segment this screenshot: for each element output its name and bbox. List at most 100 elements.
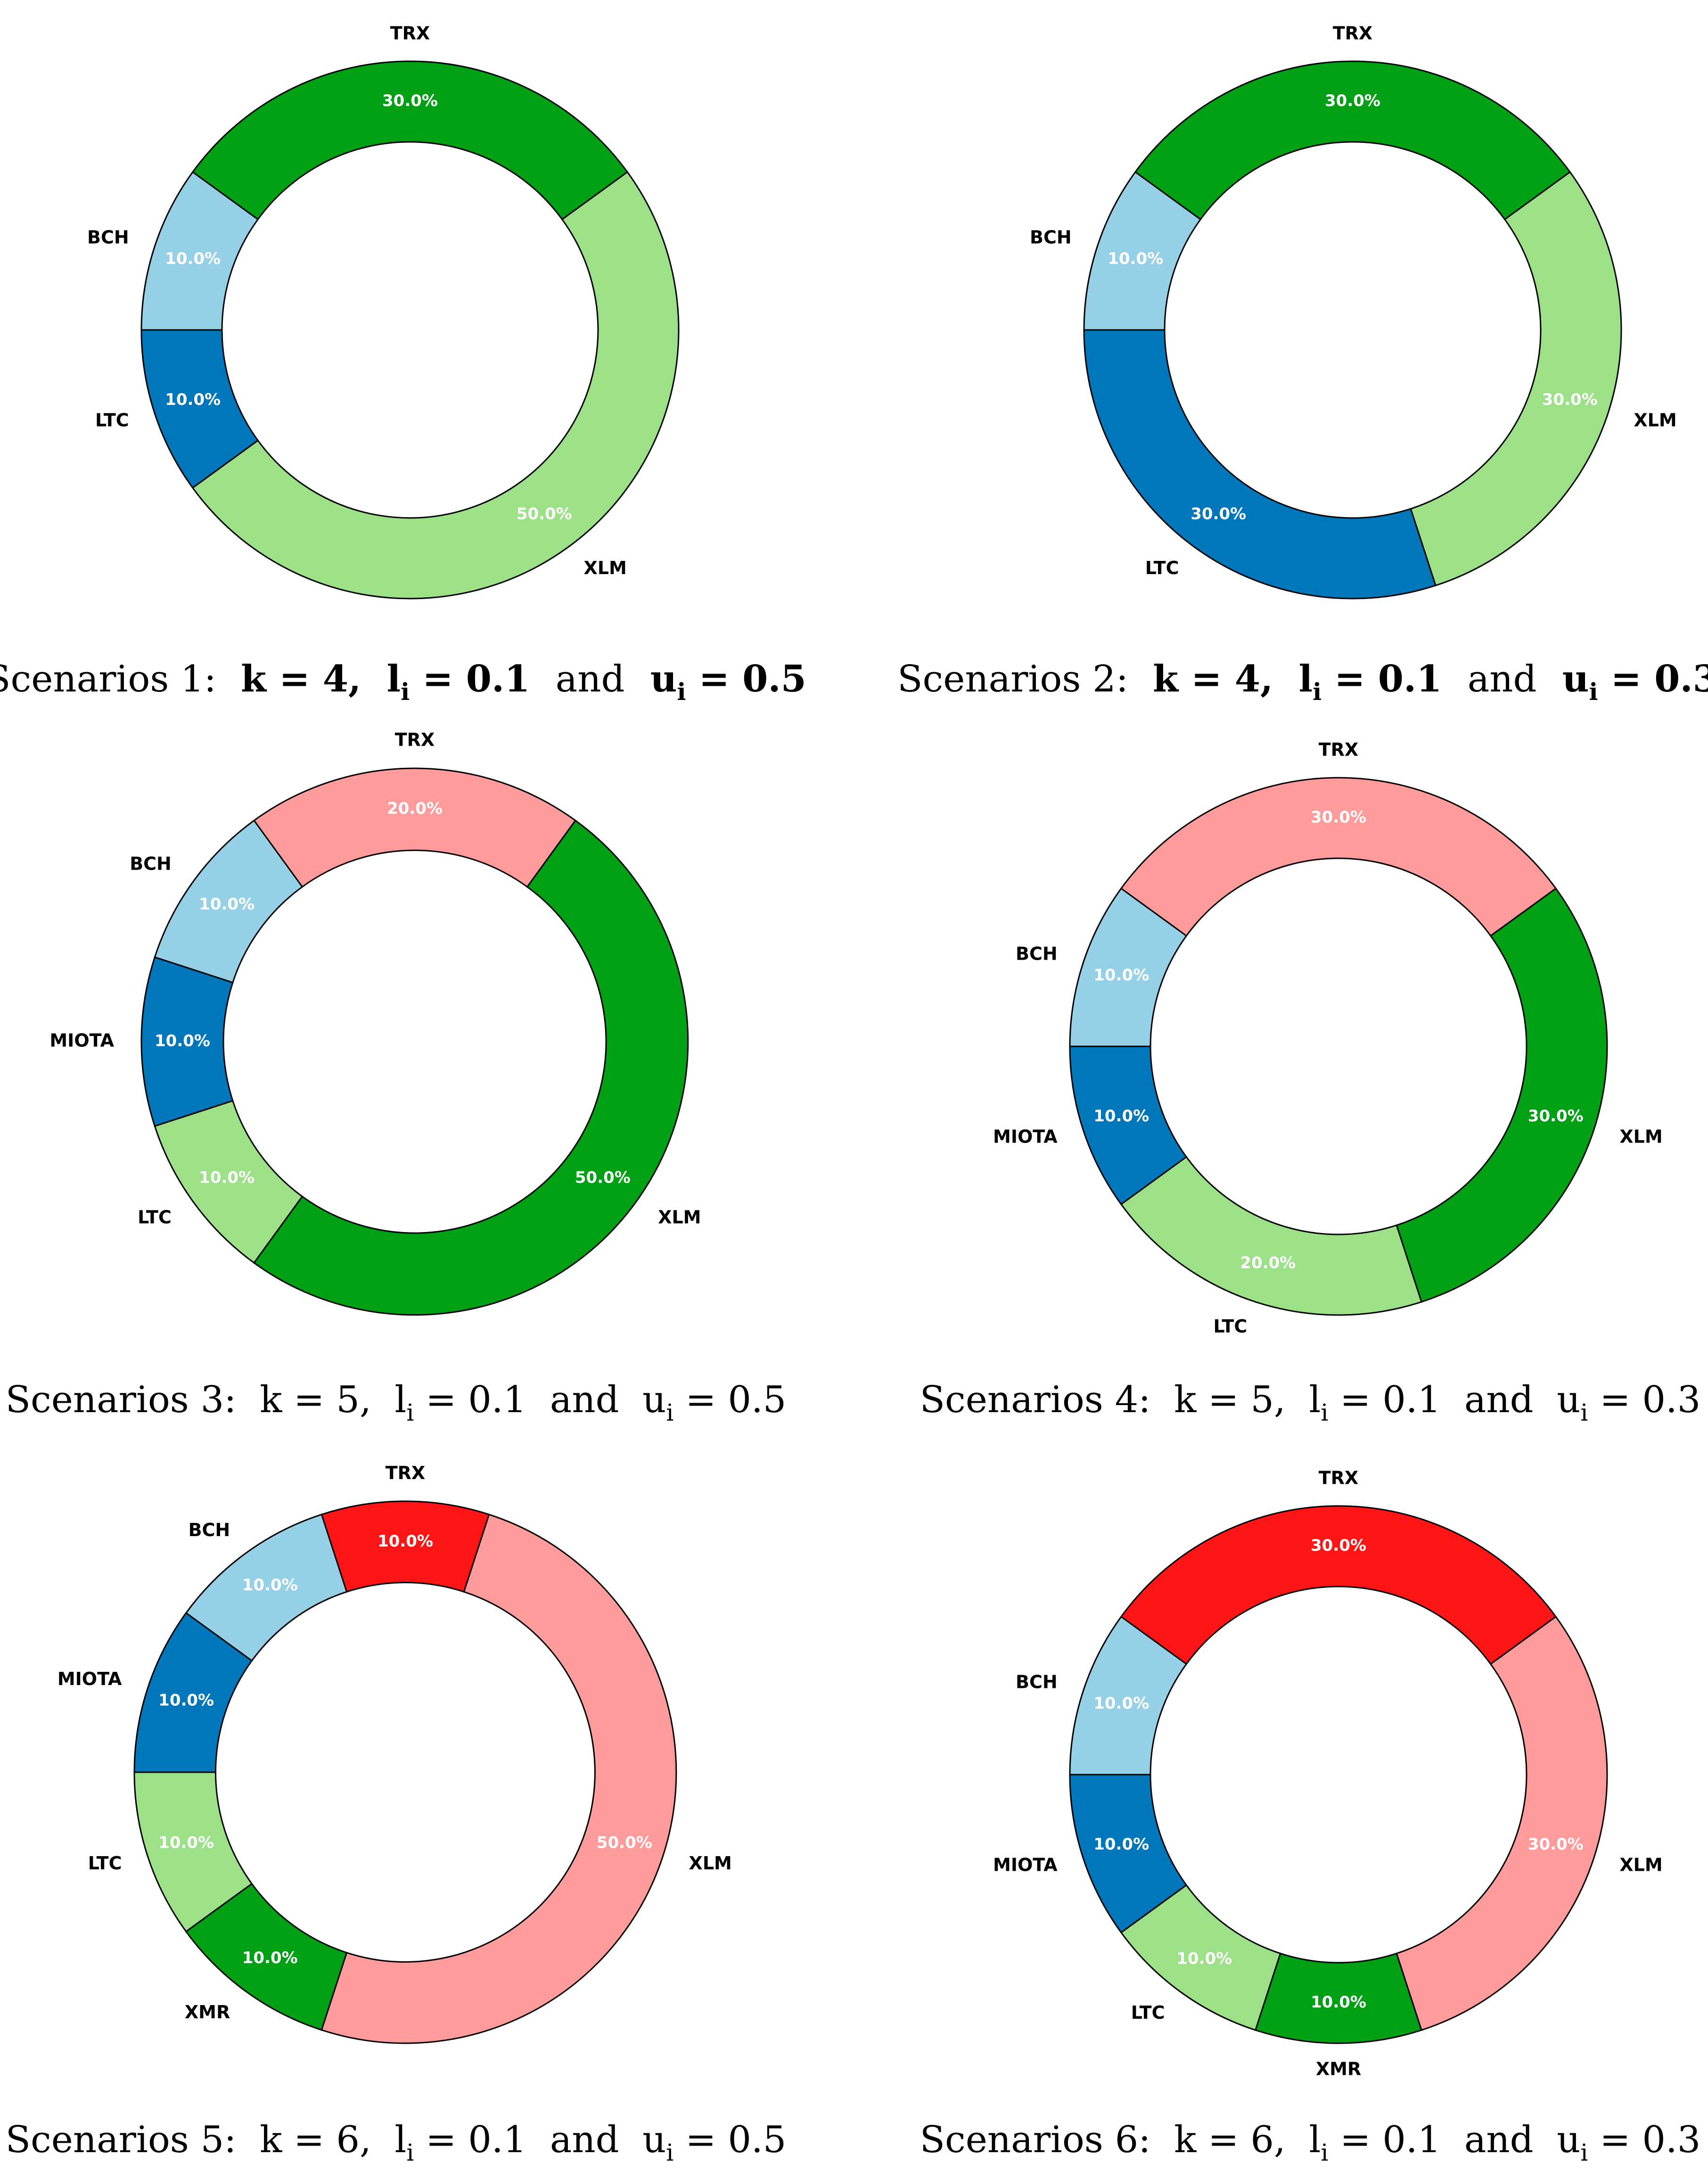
slice-percent-label: 10.0%: [378, 1532, 433, 1551]
caption-l: 0.1: [1382, 2119, 1441, 2161]
caption-math: k = 4, li = 0.1 and ui = 0.5: [228, 658, 806, 706]
slice-percent-label: 10.0%: [1093, 966, 1149, 985]
slice-percent-label: 10.0%: [158, 1834, 214, 1852]
donut-slice-xlm: [1396, 1615, 1608, 2031]
donut-slice-ltc: [1120, 1156, 1423, 1316]
caption-prefix: Scenarios 6:: [920, 2119, 1151, 2161]
slice-percent-label: 10.0%: [1093, 1107, 1149, 1126]
caption-prefix: Scenarios 4:: [920, 1379, 1151, 1421]
caption-math: k = 4, li = 0.1 and ui = 0.3: [1140, 658, 1708, 704]
caption-l: 0.1: [468, 1379, 527, 1421]
slice-percent-label: 20.0%: [387, 799, 443, 818]
slice-category-label: LTC: [1214, 1316, 1248, 1337]
caption-scenario-3: Scenarios 3: k = 5, li = 0.1 and ui = 0.…: [0, 1379, 820, 1426]
donut-slice-trx: [1120, 1505, 1557, 1665]
slice-category-label: MIOTA: [49, 1030, 114, 1051]
donut-chart-3: 20.0% TRX 10.0% BCH 10.0% MIOTA 10.0% LTC 50.0% X…: [49, 730, 701, 1316]
slice-category-label: MIOTA: [57, 1669, 122, 1689]
caption-math: k = 6, li = 0.1 and ui = 0.3: [1162, 2119, 1701, 2166]
slice-category-label: LTC: [1145, 558, 1179, 578]
caption-k: 6: [1250, 2119, 1274, 2161]
donut-slice-xlm: [1410, 171, 1622, 586]
caption-math: k = 6, li = 0.1 and ui = 0.5: [248, 2119, 787, 2166]
slice-category-label: XMR: [185, 2002, 230, 2023]
slice-percent-label: 10.0%: [1108, 249, 1163, 268]
slice-percent-label: 20.0%: [1240, 1253, 1296, 1272]
slice-percent-label: 10.0%: [165, 390, 221, 409]
donut-slice-xlm: [1396, 887, 1608, 1303]
slice-category-label: BCH: [87, 227, 129, 248]
slice-percent-label: 30.0%: [1325, 91, 1380, 110]
caption-l: 0.1: [468, 2119, 527, 2161]
donut-chart-5: 10.0% TRX 10.0% BCH 10.0% MIOTA 10.0% LTC 10.0% X…: [57, 1463, 732, 2044]
slice-percent-label: 50.0%: [517, 504, 572, 523]
slice-category-label: XLM: [1619, 1126, 1662, 1147]
caption-scenario-6: Scenarios 6: k = 6, li = 0.1 and ui = 0.…: [886, 2119, 1708, 2166]
caption-scenario-4: Scenarios 4: k = 5, li = 0.1 and ui = 0.…: [886, 1379, 1708, 1426]
slice-percent-label: 30.0%: [1311, 808, 1366, 827]
slice-category-label: XLM: [658, 1207, 701, 1228]
slice-percent-label: 10.0%: [199, 895, 255, 914]
slice-percent-label: 50.0%: [575, 1168, 631, 1187]
slice-category-label: TRX: [386, 1463, 425, 1483]
caption-scenario-2: Scenarios 2: k = 4, li = 0.1 and ui = 0.…: [884, 658, 1708, 704]
slice-category-label: TRX: [1319, 1468, 1358, 1488]
caption-prefix: Scenarios 3:: [5, 1379, 237, 1421]
donut-chart-4: 30.0% TRX 10.0% BCH 10.0% MIOTA 20.0% LTC 30.0% X…: [993, 740, 1663, 1337]
slice-percent-label: 10.0%: [1093, 1694, 1149, 1713]
caption-prefix: Scenarios 5:: [5, 2119, 237, 2161]
donut-chart-6: 30.0% TRX 10.0% BCH 10.0% MIOTA 10.0% LTC 10.0% X…: [993, 1468, 1663, 2080]
slice-category-label: MIOTA: [993, 1854, 1058, 1875]
slice-category-label: BCH: [1016, 944, 1058, 964]
slice-percent-label: 30.0%: [1528, 1107, 1584, 1126]
slice-category-label: BCH: [189, 1520, 230, 1540]
slice-category-label: TRX: [395, 730, 435, 750]
caption-u: 0.3: [1642, 2119, 1701, 2161]
slice-percent-label: 10.0%: [242, 1576, 298, 1595]
slice-percent-label: 30.0%: [1528, 1835, 1584, 1854]
slice-percent-label: 10.0%: [158, 1691, 214, 1710]
caption-l: 0.1: [1382, 1379, 1441, 1421]
donut-slice-trx: [1134, 60, 1571, 221]
slice-percent-label: 10.0%: [1093, 1835, 1149, 1854]
caption-scenario-1: Scenarios 1: k = 4, li = 0.1 and ui = 0.…: [0, 658, 820, 706]
slice-category-label: XLM: [689, 1853, 732, 1874]
donut-chart-2: 30.0% TRX 10.0% BCH 30.0% LTC 30.0% XLM: [1030, 23, 1677, 600]
caption-u: 0.3: [1642, 1379, 1701, 1421]
slice-category-label: LTC: [88, 1853, 122, 1874]
slice-category-label: MIOTA: [993, 1126, 1058, 1147]
slice-percent-label: 10.0%: [1176, 1949, 1232, 1968]
slice-category-label: XMR: [1316, 2059, 1361, 2080]
caption-math: k = 5, li = 0.1 and ui = 0.3: [1162, 1379, 1701, 1426]
caption-scenario-5: Scenarios 5: k = 6, li = 0.1 and ui = 0.…: [0, 2119, 820, 2166]
slice-category-label: TRX: [1319, 740, 1358, 760]
caption-k: 4: [322, 658, 348, 700]
slice-percent-label: 10.0%: [1311, 1993, 1366, 2012]
caption-u: 0.5: [728, 2119, 787, 2161]
donut-slice-ltc: [1083, 329, 1437, 600]
donut-slice-trx: [253, 767, 577, 888]
slice-category-label: XLM: [584, 558, 627, 578]
slice-percent-label: 10.0%: [165, 249, 221, 268]
slice-percent-label: 10.0%: [242, 1949, 298, 1967]
donut-slice-xlm: [253, 819, 689, 1316]
donut-slice-trx: [1120, 777, 1557, 937]
slice-percent-label: 30.0%: [382, 91, 438, 110]
slice-category-label: LTC: [138, 1207, 172, 1228]
caption-u: 0.3: [1654, 658, 1708, 700]
caption-l: 0.1: [466, 658, 530, 700]
caption-l: 0.1: [1378, 658, 1442, 700]
slice-percent-label: 10.0%: [155, 1032, 210, 1051]
slice-category-label: BCH: [1030, 227, 1072, 248]
caption-math: k = 5, li = 0.1 and ui = 0.5: [248, 1379, 787, 1426]
donut-chart-1: 30.0% TRX 10.0% BCH 10.0% LTC 50.0% XLM: [87, 23, 680, 600]
slice-category-label: TRX: [1333, 23, 1372, 44]
caption-k: 5: [336, 1379, 360, 1421]
donut-slice-xlm: [320, 1513, 677, 2044]
slice-category-label: TRX: [390, 23, 430, 44]
slice-category-label: LTC: [95, 410, 129, 430]
caption-u: 0.5: [742, 658, 806, 700]
donut-slice-xlm: [191, 171, 680, 600]
slice-category-label: LTC: [1131, 2002, 1165, 2023]
donut-slice-trx: [191, 60, 629, 221]
